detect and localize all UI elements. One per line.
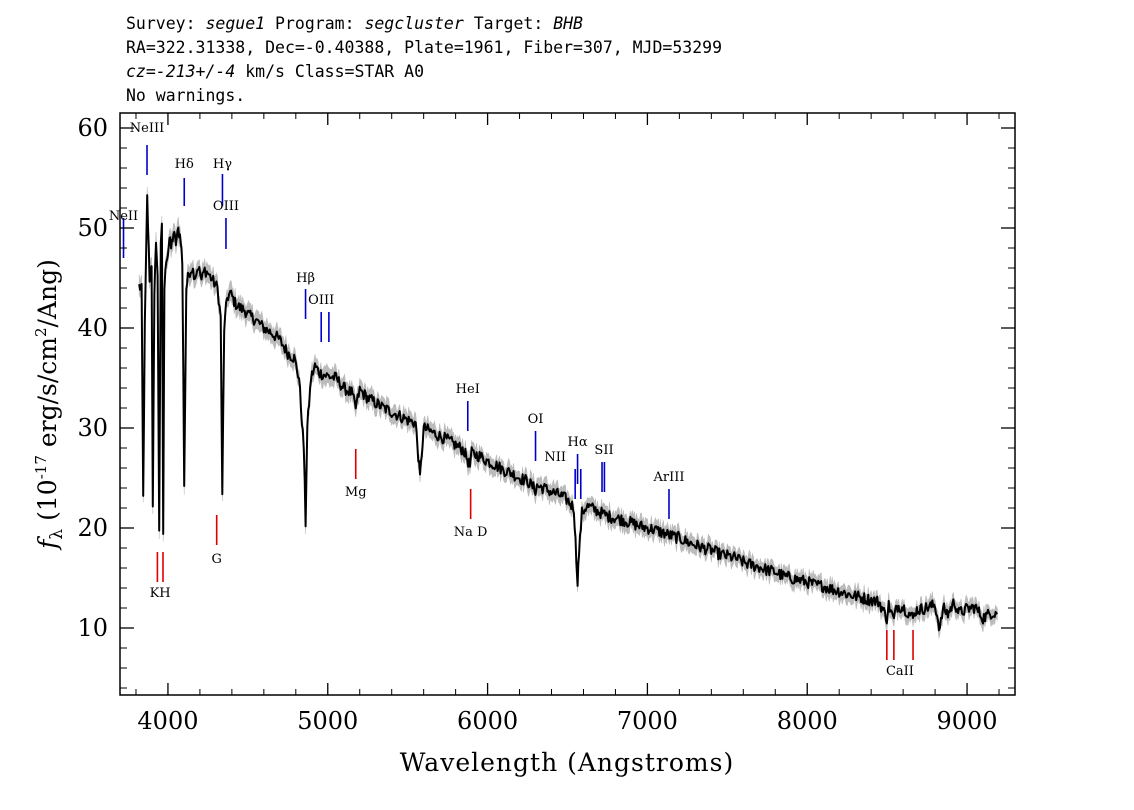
header-text: BHB <box>553 14 583 33</box>
header-line-warnings: No warnings. <box>126 84 722 108</box>
emission-label: Hβ <box>296 271 315 286</box>
y-tick-label: 30 <box>77 414 108 442</box>
spectrum-line-layer <box>138 194 999 632</box>
y-label-exponent: 2 <box>32 327 50 337</box>
x-tick-label: 7000 <box>617 707 678 735</box>
absorption-label: Na D <box>454 525 488 540</box>
header-line-survey: Survey: segue1 Program: segcluster Targe… <box>126 12 722 36</box>
x-tick-label: 6000 <box>457 707 518 735</box>
x-axis-label: Wavelength (Angstroms) <box>400 748 734 777</box>
y-label-symbol: f <box>33 536 62 551</box>
spectrum-header: Survey: segue1 Program: segcluster Targe… <box>126 12 722 108</box>
y-label-text: /Ang) <box>33 259 62 327</box>
y-tick-label: 60 <box>77 114 108 142</box>
emission-label: Hγ <box>213 157 232 172</box>
x-tick-label: 5000 <box>297 707 358 735</box>
header-text: km/s Class=STAR A0 <box>235 62 425 81</box>
y-label-text: (10 <box>33 479 62 529</box>
emission-label: Hα <box>568 435 588 450</box>
error-band <box>138 187 998 639</box>
header-text: Survey: <box>126 14 206 33</box>
y-tick-label: 10 <box>77 614 108 642</box>
emission-label: SII <box>594 443 613 458</box>
emission-label: ArIII <box>652 470 684 485</box>
header-text: segue1 <box>205 14 266 33</box>
y-tick-label: 40 <box>77 314 108 342</box>
emission-label: OI <box>528 412 544 427</box>
axes: 4000 5000 6000 7000 8000 9000 10 20 30 40 50 60 <box>77 113 1015 735</box>
emission-label: OIII <box>308 293 334 308</box>
emission-label: NeII <box>109 209 138 224</box>
absorption-label: Mg <box>345 485 367 500</box>
header-text: RA=322.31338, Dec=-0.40388, Plate=1961, … <box>126 38 723 57</box>
y-label-text: erg/s/cm <box>33 337 62 455</box>
y-axis-label: fλ (10-17 erg/s/cm2/Ang) <box>32 259 67 551</box>
emission-label: NeIII <box>130 121 164 136</box>
x-tick-label: 8000 <box>777 707 838 735</box>
emission-label: NII <box>544 450 566 465</box>
y-tick-label: 50 <box>77 214 108 242</box>
absorption-group-label: KH <box>150 586 171 601</box>
header-text: Target: <box>463 14 554 33</box>
absorption-group-label: CaII <box>886 664 914 679</box>
spectrum-line <box>138 194 999 632</box>
header-text: cz=-213+/-4 <box>126 62 236 81</box>
x-tick-label: 9000 <box>937 707 998 735</box>
header-line-redshift-class: cz=-213+/-4 km/s Class=STAR A0 <box>126 60 722 84</box>
header-text: No warnings. <box>126 86 246 105</box>
emission-label: HeI <box>456 382 480 397</box>
y-tick-label: 20 <box>77 514 108 542</box>
header-line-coordinates: RA=322.31338, Dec=-0.40388, Plate=1961, … <box>126 36 722 60</box>
plot-frame <box>119 112 1016 696</box>
x-tick-label: 4000 <box>137 707 198 735</box>
error-band-layer <box>138 187 998 639</box>
header-text: Program: <box>265 14 365 33</box>
y-label-exponent: -17 <box>32 455 50 479</box>
y-label-subscript: λ <box>47 529 67 540</box>
emission-label: Hδ <box>175 157 194 172</box>
absorption-label: G <box>211 552 221 567</box>
emission-label: OIII <box>213 199 239 214</box>
header-text: segcluster <box>364 14 464 33</box>
